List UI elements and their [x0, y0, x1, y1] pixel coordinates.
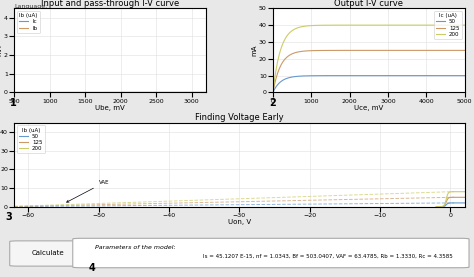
Title: Output I-V curve: Output I-V curve	[334, 0, 403, 7]
Y-axis label: mA: mA	[251, 45, 257, 56]
FancyBboxPatch shape	[9, 241, 86, 266]
Text: Calculate: Calculate	[32, 250, 64, 256]
Y-axis label: mA: mA	[0, 45, 2, 56]
Text: 3: 3	[5, 212, 12, 222]
Title: Input and pass-through I-V curve: Input and pass-through I-V curve	[41, 0, 179, 7]
Text: 4: 4	[89, 263, 95, 273]
Text: 1: 1	[10, 98, 17, 108]
Text: Language:: Language:	[14, 4, 47, 9]
X-axis label: Uce, mV: Uce, mV	[354, 105, 383, 111]
Title: Finding Voltage Early: Finding Voltage Early	[195, 113, 283, 122]
Text: Parameters of the model:: Parameters of the model:	[95, 245, 176, 250]
Legend: 50, 125, 200: 50, 125, 200	[17, 125, 45, 153]
Text: 2: 2	[269, 98, 276, 108]
Text: VAE: VAE	[67, 180, 109, 202]
Legend: Ic, Ib: Ic, Ib	[17, 11, 40, 33]
Text: Is = 45.1207 E-15, nf = 1.0343, Bf = 503.0407, VAF = 63.4785, Rb = 1.3330, Rc = : Is = 45.1207 E-15, nf = 1.0343, Bf = 503…	[203, 253, 453, 258]
X-axis label: Ube, mV: Ube, mV	[95, 105, 125, 111]
X-axis label: Uon, V: Uon, V	[228, 219, 251, 225]
FancyBboxPatch shape	[73, 238, 469, 268]
Legend: 50, 125, 200: 50, 125, 200	[434, 11, 462, 39]
